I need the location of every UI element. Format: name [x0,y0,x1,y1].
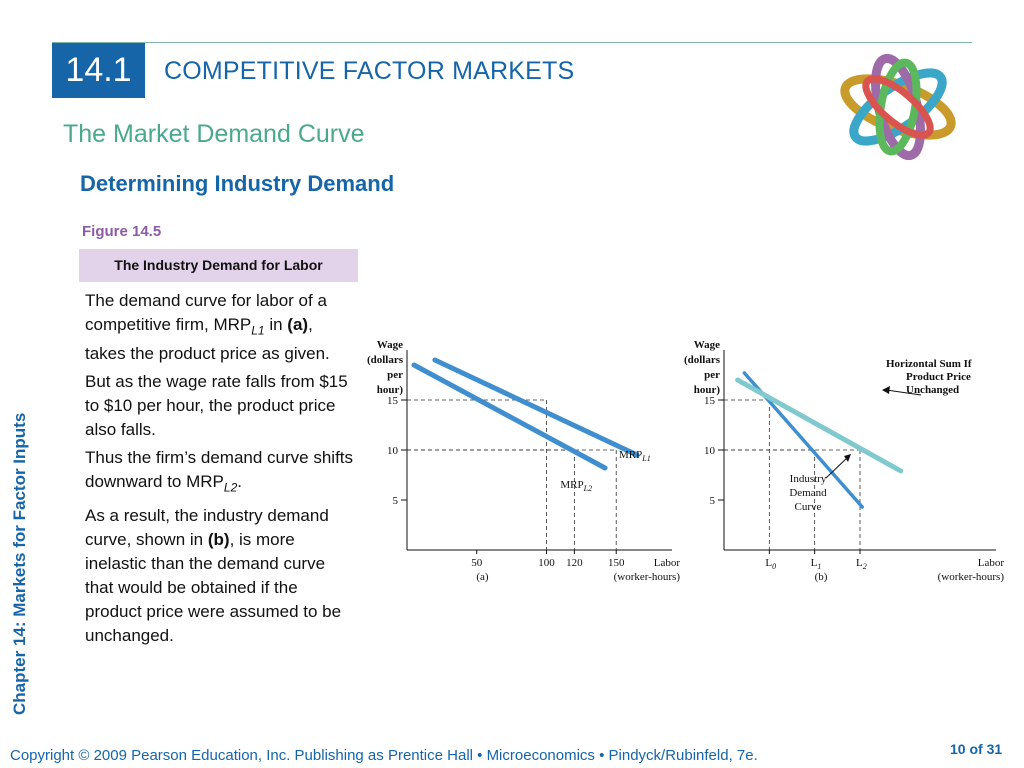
series-label: Horizontal Sum If [886,358,972,370]
y-tick-label: 10 [704,445,716,457]
annotation-arrow [885,389,922,396]
y-axis-label: (dollars [367,354,404,366]
rings-logo-icon [840,53,956,161]
series-line [411,362,608,471]
series-line [432,357,640,458]
section-number-box: 14.1 [52,43,145,98]
x-axis-label: Labor [978,557,1005,569]
figure-title: The Industry Demand for Labor [79,249,358,282]
panel-label: (a) [476,571,489,583]
x-tick-label: L1 [811,557,822,571]
chapter-sidebar-label: Chapter 14: Markets for Factor Inputs [10,412,29,715]
y-axis-label: per [387,369,403,381]
explanation-text: The demand curve for labor of a competit… [85,289,353,652]
annotation-arrow [825,456,849,479]
paragraph-1: The demand curve for labor of a competit… [85,291,330,364]
annotation-arrowhead [844,454,851,462]
x-axis-label: (worker-hours) [614,571,681,583]
x-tick-label: L2 [856,557,867,571]
chart-panel-b: Wage (dollars per hour) 5 10 15 L0 L1 L2 Labor (wor… [684,339,1005,583]
slide-subtitle: The Market Demand Curve [63,120,365,148]
paragraph-4: As a result, the industry demand curve, … [85,505,342,645]
footer-copyright: Copyright © 2009 Pearson Education, Inc.… [10,747,758,764]
x-tick-label: 100 [538,557,555,569]
section-title: COMPETITIVE FACTOR MARKETS [164,57,575,85]
x-tick-label: L0 [765,557,776,571]
series-label: MRPL1 [619,449,651,463]
y-axis-label: Wage [694,339,720,351]
x-axis-label: (worker-hours) [938,571,1005,583]
y-tick-label: 15 [387,395,399,407]
y-axis-label: Wage [377,339,403,351]
paragraph-2: But as the wage rate falls from $15 to $… [85,372,348,440]
chart-panel-a: Wage (dollars per hour) 5 10 15 50 100 120 150 Labo… [367,339,681,583]
series-label: Curve [795,501,822,513]
x-tick-label: 120 [566,557,583,569]
y-axis-label: hour) [377,384,404,396]
y-axis-label: hour) [694,384,721,396]
y-axis-label: (dollars [684,354,721,366]
series-label: Unchanged [906,384,959,396]
y-tick-label: 15 [704,395,716,407]
series-label: Industry [790,473,827,485]
y-tick-label: 5 [710,495,716,507]
series-line [735,377,904,474]
paragraph-3: Thus the firm’s demand curve shifts down… [85,448,354,495]
y-tick-label: 5 [393,495,399,507]
slide-heading: Determining Industry Demand [80,171,395,196]
annotation-arrowhead [882,386,890,394]
y-axis-label: per [704,369,720,381]
page-number: 10 of 31 [950,741,1003,757]
series-label: MRPL2 [560,479,592,493]
x-axis-label: Labor [654,557,681,569]
series-label: Demand [789,487,827,499]
x-tick-label: 150 [608,557,625,569]
series-label: Product Price [906,371,971,383]
x-tick-label: 50 [471,557,483,569]
header-rule [52,42,972,43]
figure-label: Figure 14.5 [82,223,162,240]
panel-label: (b) [815,571,828,583]
y-tick-label: 10 [387,445,399,457]
